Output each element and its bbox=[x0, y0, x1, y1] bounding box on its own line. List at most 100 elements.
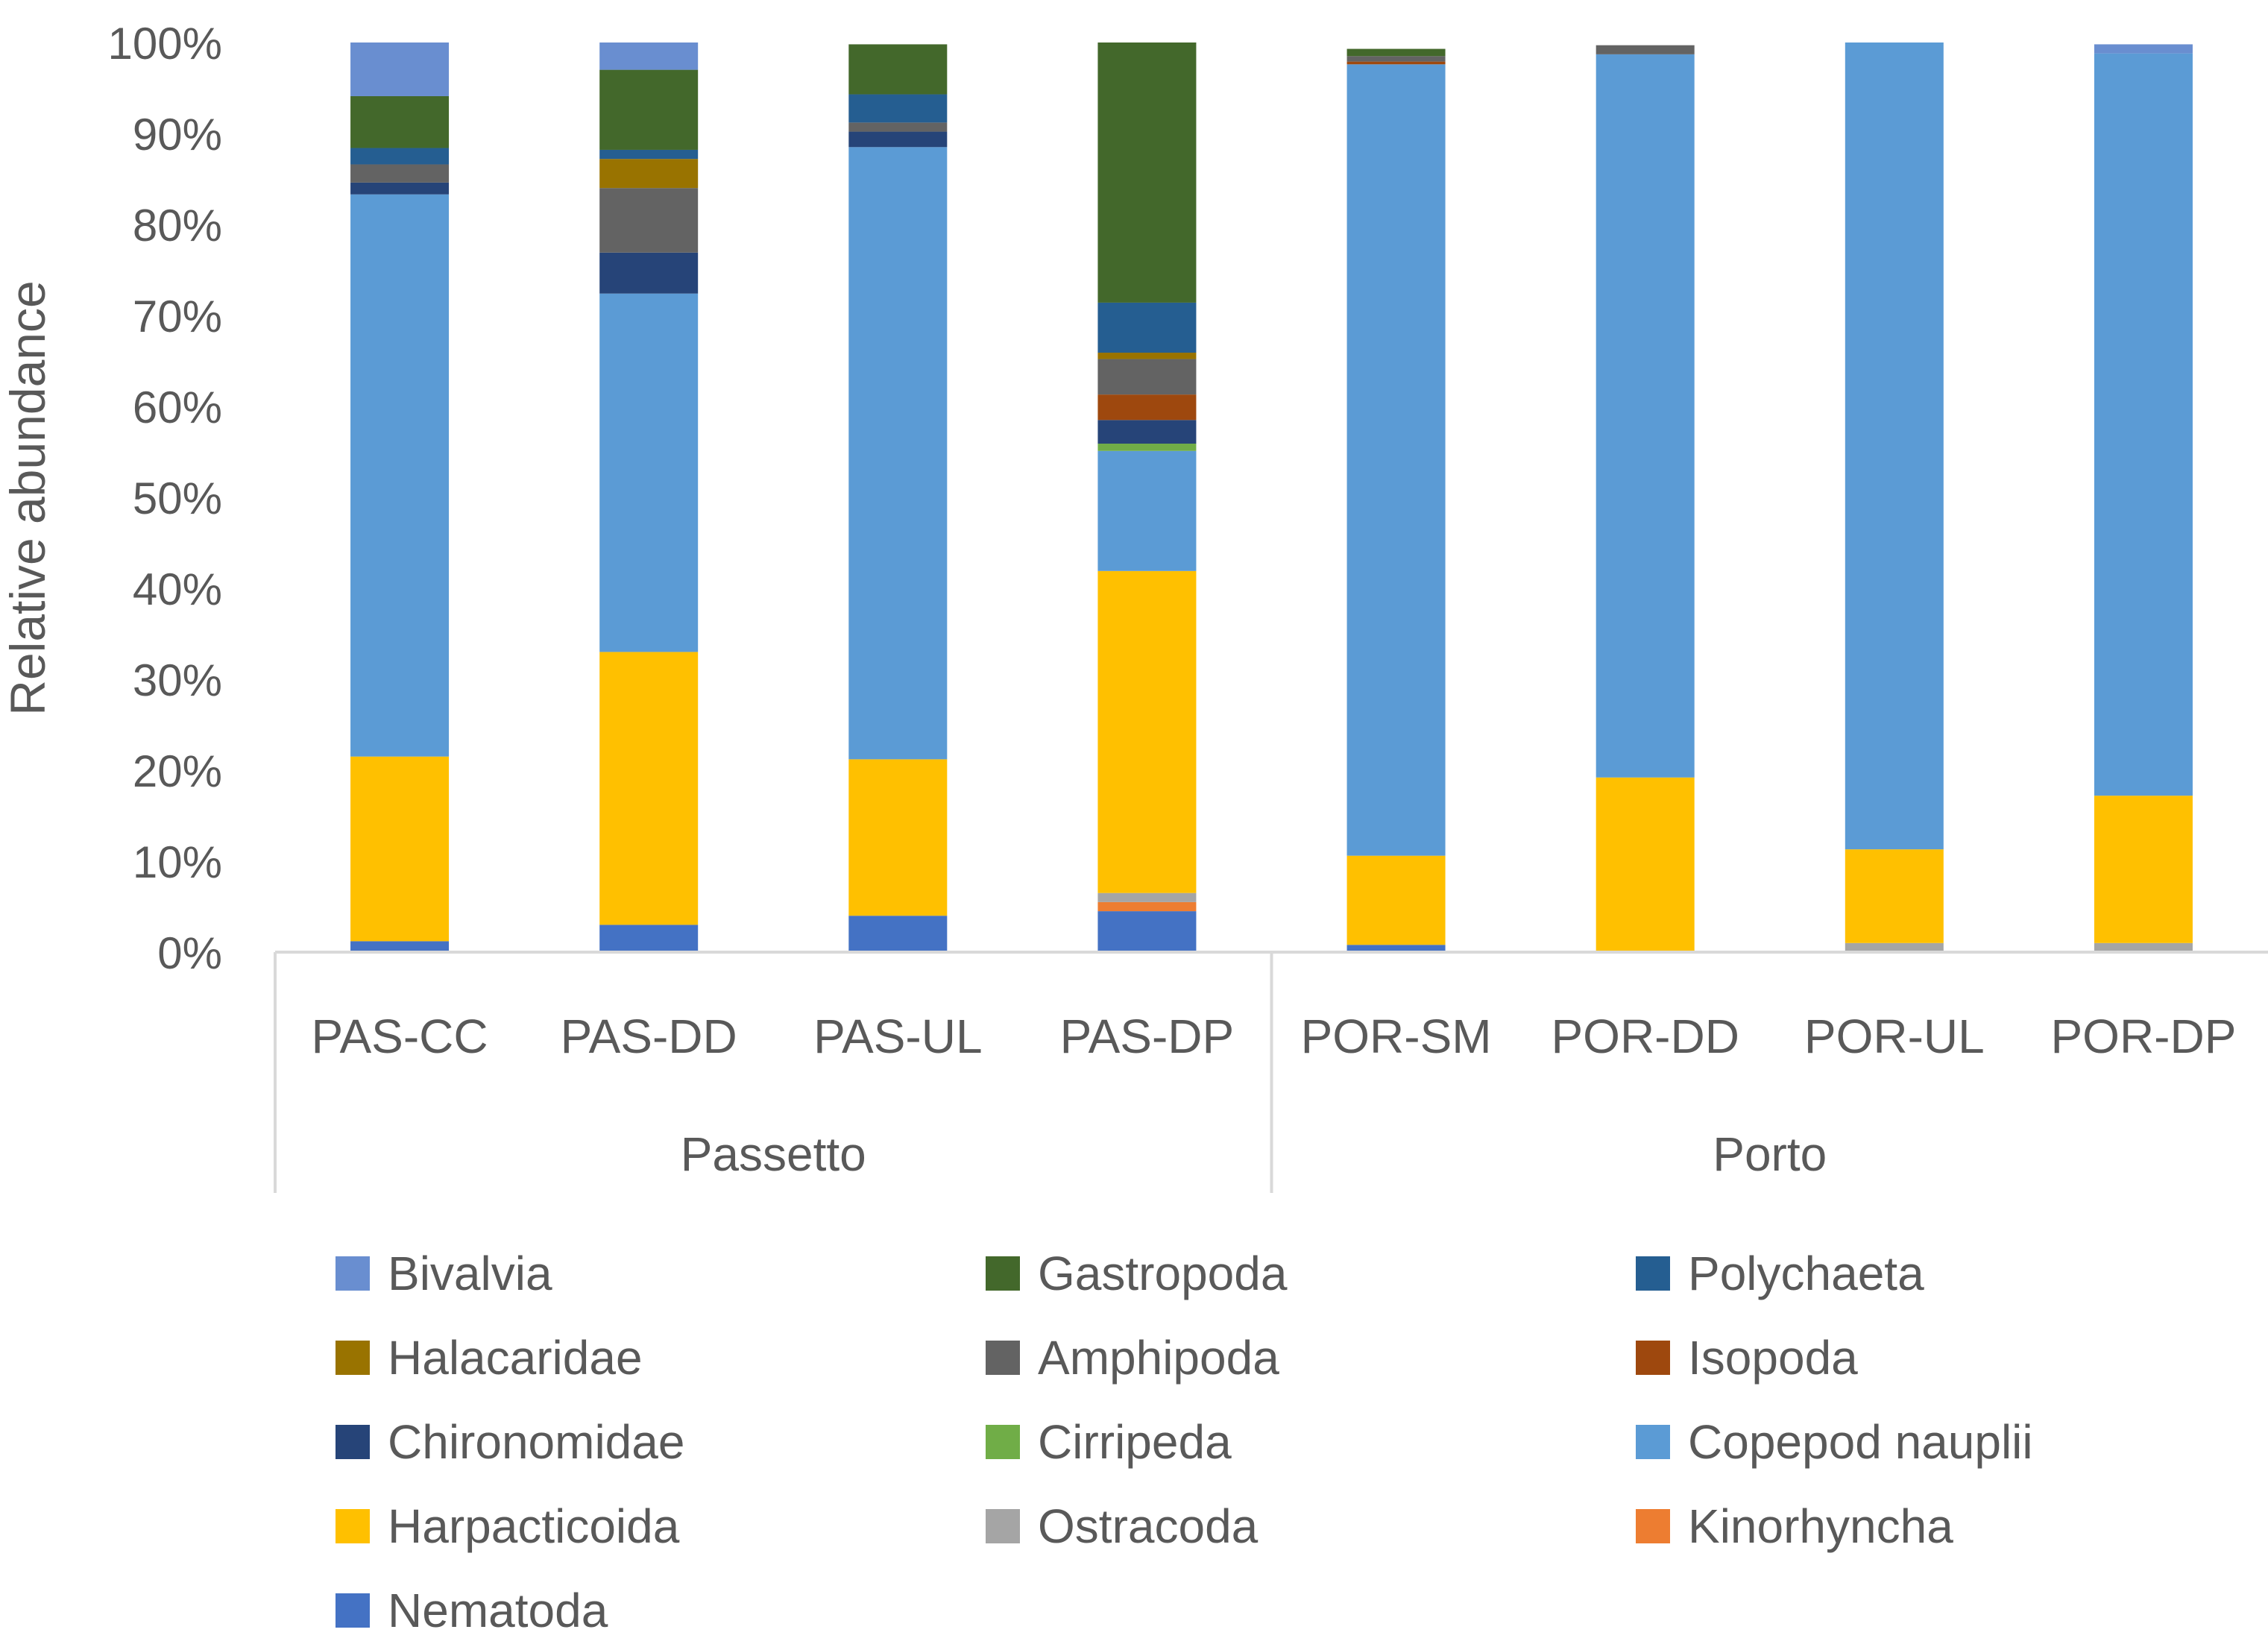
bar-segment-por-sm-isopoda bbox=[1346, 61, 1446, 65]
legend-item-isopoda: Isopoda bbox=[1636, 1331, 1858, 1385]
y-tick-label: 100% bbox=[108, 19, 222, 69]
legend-item-ostracoda: Ostracoda bbox=[986, 1499, 1259, 1553]
bar-segment-por-sm-harpacticoida bbox=[1346, 855, 1446, 945]
bar-segment-pas-cc-polychaeta bbox=[350, 148, 450, 165]
legend-swatch bbox=[1636, 1509, 1670, 1543]
bar-segment-por-sm-gastropoda bbox=[1346, 48, 1446, 57]
y-tick-label: 90% bbox=[133, 110, 222, 160]
legend-label: Harpacticoida bbox=[388, 1499, 680, 1553]
bar-segment-por-ul-copepod-nauplii bbox=[1845, 42, 1944, 850]
group-label-porto: Porto bbox=[1713, 1127, 1827, 1181]
y-tick-label: 30% bbox=[133, 655, 222, 705]
bar-segment-pas-cc-chironomidae bbox=[350, 182, 450, 195]
bar-segment-pas-dp-ostracoda bbox=[1097, 892, 1197, 902]
bar-segment-pas-dd-nematoda bbox=[599, 925, 699, 952]
bar-segment-pas-dp-kinorhyncha bbox=[1097, 901, 1197, 912]
legend-item-bivalvia: Bivalvia bbox=[336, 1247, 552, 1300]
bar-segment-pas-cc-nematoda bbox=[350, 941, 450, 952]
x-tick-label-por-sm: POR-SM bbox=[1301, 1010, 1492, 1063]
bar-segment-pas-dd-polychaeta bbox=[599, 149, 699, 160]
legend-label: Amphipoda bbox=[1038, 1331, 1279, 1385]
bar-segment-pas-cc-gastropoda bbox=[350, 95, 450, 148]
bar-segment-pas-dp-isopoda bbox=[1097, 394, 1197, 421]
x-tick-label-pas-ul: PAS-UL bbox=[813, 1010, 982, 1063]
legend-item-chironomidae: Chironomidae bbox=[336, 1415, 684, 1469]
legend-label: Cirripeda bbox=[1038, 1415, 1232, 1469]
bar-segment-pas-cc-amphipoda bbox=[350, 164, 450, 183]
legend-swatch bbox=[336, 1425, 370, 1459]
bar-segment-por-ul-ostracoda bbox=[1845, 942, 1944, 952]
bar-segment-por-sm-nematoda bbox=[1346, 945, 1446, 952]
x-tick-label-por-dd: POR-DD bbox=[1551, 1010, 1739, 1063]
legend-swatch bbox=[1636, 1425, 1670, 1459]
x-axis: PAS-CC PAS-DD PAS-UL PAS-DP POR-SM POR-DD POR-… bbox=[274, 951, 2268, 1193]
bar-segment-pas-dp-harpacticoida bbox=[1097, 570, 1197, 893]
bar-segment-por-dd-amphipoda bbox=[1596, 45, 1695, 54]
bar-segment-pas-dp-copepod-nauplii bbox=[1097, 450, 1197, 571]
bar-segment-por-ul-harpacticoida bbox=[1845, 849, 1944, 943]
legend-swatch bbox=[986, 1256, 1020, 1291]
bar-segment-pas-dp-polychaeta bbox=[1097, 302, 1197, 353]
legend-item-gastropoda: Gastropoda bbox=[986, 1247, 1288, 1300]
bar-segment-pas-ul-chironomidae bbox=[848, 131, 948, 148]
legend-label: Nematoda bbox=[388, 1584, 608, 1637]
bar-segment-pas-dd-chironomidae bbox=[599, 252, 699, 294]
group-label-passetto: Passetto bbox=[681, 1127, 866, 1181]
bar-segment-pas-ul-polychaeta bbox=[848, 94, 948, 123]
legend-label: Polychaeta bbox=[1688, 1247, 1924, 1300]
bar-segment-pas-dd-bivalvia bbox=[599, 42, 699, 70]
legend-label: Kinorhyncha bbox=[1688, 1499, 1953, 1553]
legend-swatch bbox=[336, 1593, 370, 1628]
legend-item-kinorhyncha: Kinorhyncha bbox=[1636, 1499, 1953, 1553]
legend-swatch bbox=[986, 1425, 1020, 1459]
legend-swatch bbox=[986, 1509, 1020, 1543]
y-tick-label: 0% bbox=[157, 928, 222, 978]
bar-segment-por-dp-bivalvia bbox=[2094, 44, 2193, 54]
legend-label: Chironomidae bbox=[388, 1415, 684, 1469]
bar-segment-por-sm-copepod-nauplii bbox=[1346, 64, 1446, 856]
legend-item-polychaeta: Polychaeta bbox=[1636, 1247, 1924, 1300]
y-axis: 0% 10% 20% 30% 40% 50% 60% 70% 80% 90% 100% bbox=[108, 19, 222, 978]
x-tick-label-por-ul: POR-UL bbox=[1804, 1010, 1985, 1063]
y-tick-label: 10% bbox=[133, 837, 222, 887]
legend-swatch bbox=[336, 1341, 370, 1375]
x-tick-label-pas-cc: PAS-CC bbox=[312, 1010, 488, 1063]
legend-item-nematoda: Nematoda bbox=[336, 1584, 608, 1637]
bar-segment-por-dp-ostracoda bbox=[2094, 942, 2193, 952]
legend-swatch bbox=[1636, 1256, 1670, 1291]
bar-segment-pas-dp-chironomidae bbox=[1097, 420, 1197, 444]
x-tick-label-por-dp: POR-DP bbox=[2050, 1010, 2236, 1063]
y-tick-label: 80% bbox=[133, 201, 222, 251]
bar-segment-pas-ul-nematoda bbox=[848, 916, 948, 952]
legend-item-harpacticoida: Harpacticoida bbox=[336, 1499, 680, 1553]
bar-segment-pas-dp-nematoda bbox=[1097, 911, 1197, 952]
bar-segment-pas-dp-amphipoda bbox=[1097, 359, 1197, 395]
y-tick-label: 60% bbox=[133, 382, 222, 432]
bar-segment-por-dp-harpacticoida bbox=[2094, 796, 2193, 943]
bar-segment-pas-dd-amphipoda bbox=[599, 188, 699, 253]
legend-label: Bivalvia bbox=[388, 1247, 552, 1300]
legend-swatch bbox=[336, 1256, 370, 1291]
bar-segment-pas-cc-copepod-nauplii bbox=[350, 194, 450, 757]
bar-segment-pas-cc-bivalvia bbox=[350, 42, 450, 96]
bar-segment-por-dd-harpacticoida bbox=[1596, 777, 1695, 952]
bar-segment-pas-cc-harpacticoida bbox=[350, 756, 450, 942]
bar-segment-pas-dd-gastropoda bbox=[599, 69, 699, 150]
y-tick-label: 50% bbox=[133, 473, 222, 523]
legend-label: Isopoda bbox=[1688, 1331, 1858, 1385]
legend-label: Halacaridae bbox=[388, 1331, 643, 1385]
legend-swatch bbox=[336, 1509, 370, 1543]
legend: Bivalvia Gastropoda Polychaeta Halacaridae A… bbox=[336, 1247, 2033, 1637]
bar-segment-pas-dd-halacaridae bbox=[599, 159, 699, 189]
bar-segment-pas-ul-harpacticoida bbox=[848, 759, 948, 916]
bar-segment-por-dd-copepod-nauplii bbox=[1596, 54, 1695, 778]
bar-segment-pas-dd-harpacticoida bbox=[599, 652, 699, 925]
legend-label: Gastropoda bbox=[1038, 1247, 1288, 1300]
bars bbox=[350, 42, 2193, 952]
legend-item-amphipoda: Amphipoda bbox=[986, 1331, 1279, 1385]
bar-segment-pas-ul-gastropoda bbox=[848, 44, 948, 95]
y-tick-label: 40% bbox=[133, 564, 222, 614]
y-tick-label: 70% bbox=[133, 292, 222, 341]
legend-label: Copepod nauplii bbox=[1688, 1415, 2033, 1469]
